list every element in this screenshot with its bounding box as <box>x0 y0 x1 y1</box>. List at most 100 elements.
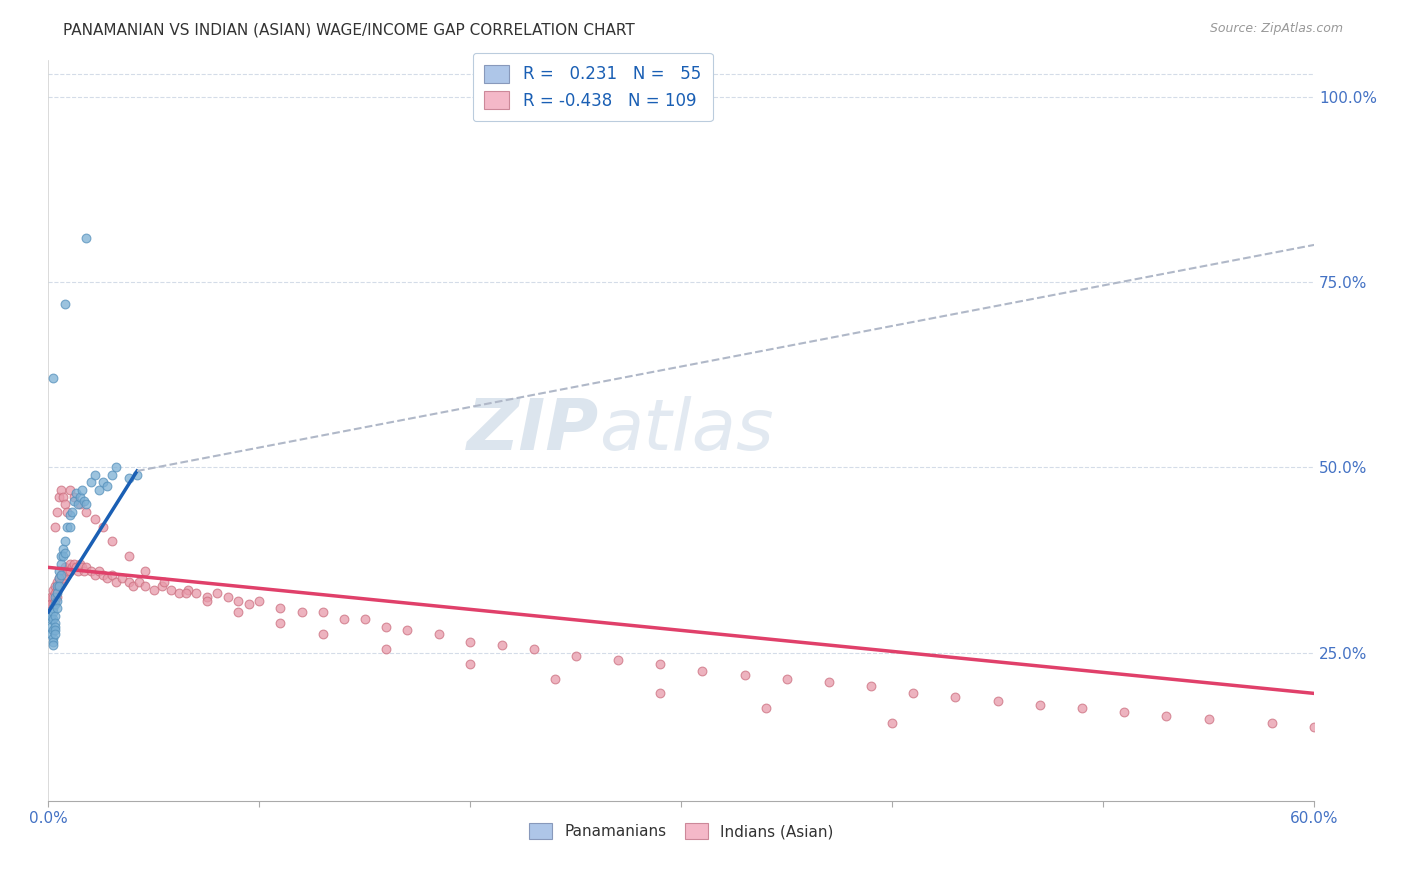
Point <box>650 686 672 700</box>
Point <box>56 519 79 533</box>
Point <box>818 675 841 690</box>
Point <box>374 620 396 634</box>
Point <box>41 638 63 652</box>
Point <box>460 657 482 671</box>
Point <box>395 624 418 638</box>
Point <box>226 605 249 619</box>
Point <box>62 490 84 504</box>
Point <box>49 567 72 582</box>
Point <box>150 579 173 593</box>
Point <box>1029 698 1052 712</box>
Point <box>117 549 139 564</box>
Point <box>153 575 176 590</box>
Point <box>374 641 396 656</box>
Point <box>117 471 139 485</box>
Point <box>45 582 67 597</box>
Point <box>66 564 89 578</box>
Point <box>48 572 70 586</box>
Point <box>311 627 333 641</box>
Point <box>544 672 567 686</box>
Point <box>903 686 925 700</box>
Point <box>607 653 630 667</box>
Point <box>44 624 66 638</box>
Point <box>167 586 190 600</box>
Point <box>53 534 76 549</box>
Point <box>195 590 218 604</box>
Point <box>332 612 354 626</box>
Point <box>217 590 239 604</box>
Point <box>96 479 118 493</box>
Point <box>48 490 70 504</box>
Point <box>48 564 70 578</box>
Point <box>58 564 80 578</box>
Point <box>176 582 198 597</box>
Point <box>44 608 66 623</box>
Point <box>987 694 1010 708</box>
Point <box>45 505 67 519</box>
Point <box>53 567 76 582</box>
Point <box>226 593 249 607</box>
Point <box>238 598 260 612</box>
Point <box>104 460 127 475</box>
Point <box>44 579 66 593</box>
Point <box>62 557 84 571</box>
Point <box>41 631 63 645</box>
Point <box>427 627 450 641</box>
Point <box>53 560 76 574</box>
Point <box>945 690 967 705</box>
Point <box>44 615 66 630</box>
Point <box>39 620 62 634</box>
Point <box>1156 708 1178 723</box>
Point <box>269 615 291 630</box>
Point <box>91 519 114 533</box>
Point <box>45 579 67 593</box>
Point <box>49 549 72 564</box>
Point <box>75 230 97 244</box>
Point <box>128 575 150 590</box>
Point <box>100 534 122 549</box>
Point <box>104 575 127 590</box>
Point <box>125 467 148 482</box>
Point <box>69 490 91 504</box>
Point <box>91 567 114 582</box>
Point <box>56 564 79 578</box>
Point <box>70 483 93 497</box>
Point <box>45 601 67 615</box>
Point <box>159 582 181 597</box>
Point <box>52 549 75 564</box>
Point <box>41 590 63 604</box>
Point <box>353 612 375 626</box>
Point <box>49 557 72 571</box>
Point <box>45 586 67 600</box>
Point <box>91 475 114 490</box>
Point <box>41 371 63 385</box>
Point <box>52 541 75 556</box>
Point <box>83 467 105 482</box>
Point <box>53 497 76 511</box>
Point <box>53 297 76 311</box>
Point <box>83 512 105 526</box>
Point <box>650 657 672 671</box>
Point <box>311 605 333 619</box>
Point <box>65 560 87 574</box>
Text: PANAMANIAN VS INDIAN (ASIAN) WAGE/INCOME GAP CORRELATION CHART: PANAMANIAN VS INDIAN (ASIAN) WAGE/INCOME… <box>63 22 636 37</box>
Point <box>1261 716 1284 731</box>
Text: ZIP: ZIP <box>467 396 599 465</box>
Point <box>75 505 97 519</box>
Point <box>44 586 66 600</box>
Point <box>44 519 66 533</box>
Point <box>44 590 66 604</box>
Point <box>44 598 66 612</box>
Point <box>1071 701 1094 715</box>
Point <box>58 483 80 497</box>
Point <box>70 560 93 574</box>
Point <box>523 641 546 656</box>
Point <box>69 557 91 571</box>
Point <box>44 627 66 641</box>
Point <box>75 497 97 511</box>
Point <box>66 497 89 511</box>
Point <box>53 545 76 559</box>
Point <box>44 593 66 607</box>
Point <box>41 582 63 597</box>
Point <box>134 564 156 578</box>
